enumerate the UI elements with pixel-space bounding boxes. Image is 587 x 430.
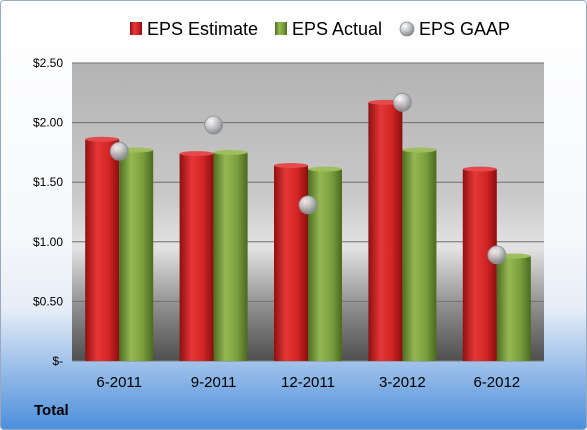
y-tick-label: $0.50	[33, 294, 63, 308]
y-tick-label: $-	[52, 354, 63, 368]
marker-eps-gaap	[392, 92, 412, 112]
bars	[85, 99, 531, 361]
bar-eps-estimate	[179, 153, 214, 361]
y-tick-label: $1.50	[33, 175, 63, 189]
bar-top-eps-estimate	[462, 166, 497, 172]
bar-eps-actual	[213, 152, 248, 361]
legend-label-eps-estimate: EPS Estimate	[147, 19, 258, 39]
marker-eps-gaap	[109, 141, 129, 161]
bar-top-eps-estimate	[274, 163, 308, 169]
x-tick-label: 6-2012	[473, 374, 520, 391]
marker-eps-gaap	[298, 195, 318, 215]
bar-eps-estimate	[85, 139, 120, 361]
y-tick-label: $2.00	[33, 116, 63, 130]
gaap-markers	[109, 92, 507, 265]
x-axis-ticks: 6-2011 9-2011 12-2011 3-2012 6-2012	[96, 374, 520, 391]
bar-top-eps-estimate	[85, 136, 120, 142]
marker-eps-gaap	[487, 245, 507, 265]
x-tick-label: 9-2011	[191, 374, 237, 391]
legend-label-eps-gaap: EPS GAAP	[419, 19, 510, 39]
y-axis-ticks: $2.50 $2.00 $1.50 $1.00 $0.50 $-	[33, 56, 63, 368]
y-tick-label: $2.50	[33, 56, 63, 70]
marker-eps-gaap	[204, 115, 224, 135]
axis-footer-label: Total	[34, 402, 69, 419]
bar-top-eps-estimate	[179, 151, 214, 157]
legend: EPS Estimate EPS Actual EPS GAAP	[130, 19, 510, 39]
bar-eps-actual	[119, 150, 154, 361]
bar-eps-actual	[496, 256, 531, 361]
legend-marker-eps-gaap	[399, 21, 415, 37]
x-tick-label: 3-2012	[379, 374, 426, 391]
legend-swatch-eps-actual	[275, 22, 287, 35]
bar-eps-estimate	[368, 102, 403, 361]
x-tick-label: 12-2011	[281, 374, 335, 391]
y-tick-label: $1.00	[33, 235, 63, 249]
legend-swatch-eps-estimate	[130, 22, 142, 35]
bar-top-eps-actual	[213, 149, 248, 155]
bar-top-eps-actual	[308, 166, 342, 172]
bar-eps-actual	[402, 150, 437, 361]
bar-eps-estimate	[462, 169, 497, 361]
legend-label-eps-actual: EPS Actual	[292, 19, 382, 39]
bar-top-eps-actual	[402, 147, 437, 153]
bar-eps-estimate	[274, 165, 308, 361]
x-tick-label: 6-2011	[96, 374, 142, 391]
